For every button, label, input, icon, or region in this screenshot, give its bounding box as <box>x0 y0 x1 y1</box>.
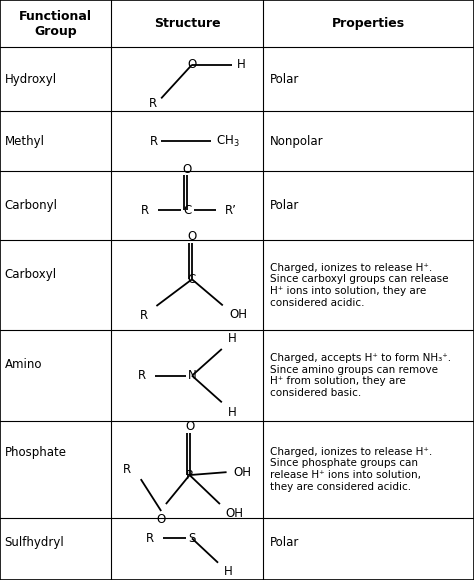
Text: OH: OH <box>229 307 247 321</box>
Text: Charged, ionizes to release H⁺.
Since carboxyl groups can release
H⁺ ions into s: Charged, ionizes to release H⁺. Since ca… <box>270 263 449 307</box>
Text: Structure: Structure <box>154 17 220 30</box>
Text: R: R <box>141 204 149 217</box>
Text: R: R <box>146 532 154 545</box>
Text: S: S <box>188 532 196 545</box>
Text: C: C <box>188 273 196 286</box>
Text: H: H <box>237 58 245 71</box>
Text: H: H <box>224 566 233 578</box>
Text: Polar: Polar <box>270 536 300 549</box>
Text: R: R <box>148 96 157 110</box>
Text: Carboxyl: Carboxyl <box>5 268 57 281</box>
Text: P: P <box>186 469 193 481</box>
Text: R: R <box>137 369 146 382</box>
Text: R’: R’ <box>224 204 237 217</box>
Text: O: O <box>156 513 166 525</box>
Text: Amino: Amino <box>5 358 42 371</box>
Text: OH: OH <box>234 466 252 478</box>
Text: H: H <box>228 406 237 419</box>
Text: Carbonyl: Carbonyl <box>5 199 58 212</box>
Text: Functional
Group: Functional Group <box>19 9 92 38</box>
Text: CH$_3$: CH$_3$ <box>216 134 239 149</box>
Text: O: O <box>182 163 192 176</box>
Text: Phosphate: Phosphate <box>5 446 67 459</box>
Text: C: C <box>183 204 191 217</box>
Text: R: R <box>122 463 131 476</box>
Text: R: R <box>140 309 148 322</box>
Text: Polar: Polar <box>270 199 300 212</box>
Text: O: O <box>187 230 197 244</box>
Text: R: R <box>150 135 158 148</box>
Text: O: O <box>187 58 197 71</box>
Text: O: O <box>185 420 194 433</box>
Text: Nonpolar: Nonpolar <box>270 135 324 148</box>
Text: Sulfhydryl: Sulfhydryl <box>5 536 64 549</box>
Text: Polar: Polar <box>270 72 300 86</box>
Text: Properties: Properties <box>332 17 405 30</box>
Text: H: H <box>228 332 237 345</box>
Text: N: N <box>188 369 196 382</box>
Text: Charged, ionizes to release H⁺.
Since phosphate groups can
release H⁺ ions into : Charged, ionizes to release H⁺. Since ph… <box>270 447 432 492</box>
Text: Hydroxyl: Hydroxyl <box>5 72 57 86</box>
Text: Methyl: Methyl <box>5 135 45 148</box>
Text: Charged, accepts H⁺ to form NH₃⁺.
Since amino groups can remove
H⁺ from solution: Charged, accepts H⁺ to form NH₃⁺. Since … <box>270 353 451 398</box>
Text: OH: OH <box>225 508 243 520</box>
